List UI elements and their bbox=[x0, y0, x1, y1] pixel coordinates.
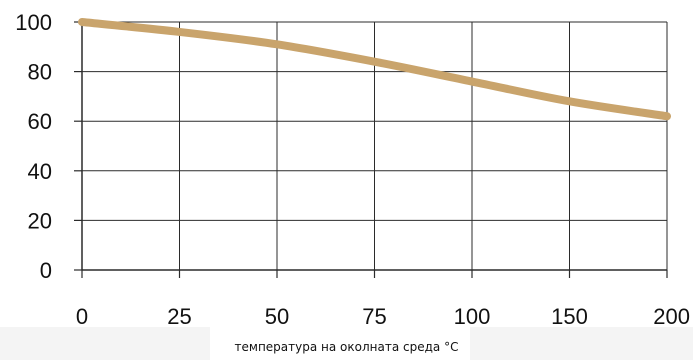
x-tick-labels: 0 25 50 75 100 150 200 bbox=[76, 304, 690, 329]
y-tick-label-20: 20 bbox=[28, 208, 52, 233]
x-tick-label-100: 100 bbox=[454, 304, 491, 329]
y-tick-label-80: 80 bbox=[28, 60, 52, 85]
axes bbox=[74, 21, 668, 278]
y-tick-label-100: 100 bbox=[15, 10, 52, 35]
x-tick-label-150: 150 bbox=[551, 304, 588, 329]
x-tick-label-75: 75 bbox=[362, 304, 386, 329]
series-group bbox=[78, 18, 671, 121]
caption-band-highlight bbox=[210, 327, 470, 360]
y-tick-label-60: 60 bbox=[28, 109, 52, 134]
chart: 0 20 40 60 80 100 0 25 50 75 100 150 200 bbox=[15, 10, 690, 329]
x-axis-label: температура на околната среда °C bbox=[234, 340, 459, 354]
x-tick-label-0: 0 bbox=[76, 304, 88, 329]
x-tick-label-200: 200 bbox=[653, 304, 690, 329]
grid-lines bbox=[82, 21, 668, 270]
y-tick-label-40: 40 bbox=[28, 159, 52, 184]
y-tick-labels: 0 20 40 60 80 100 bbox=[15, 10, 52, 283]
x-tick-label-50: 50 bbox=[265, 304, 289, 329]
series-line-0 bbox=[78, 18, 671, 121]
x-tick-label-25: 25 bbox=[167, 304, 191, 329]
y-tick-label-0: 0 bbox=[40, 258, 52, 283]
